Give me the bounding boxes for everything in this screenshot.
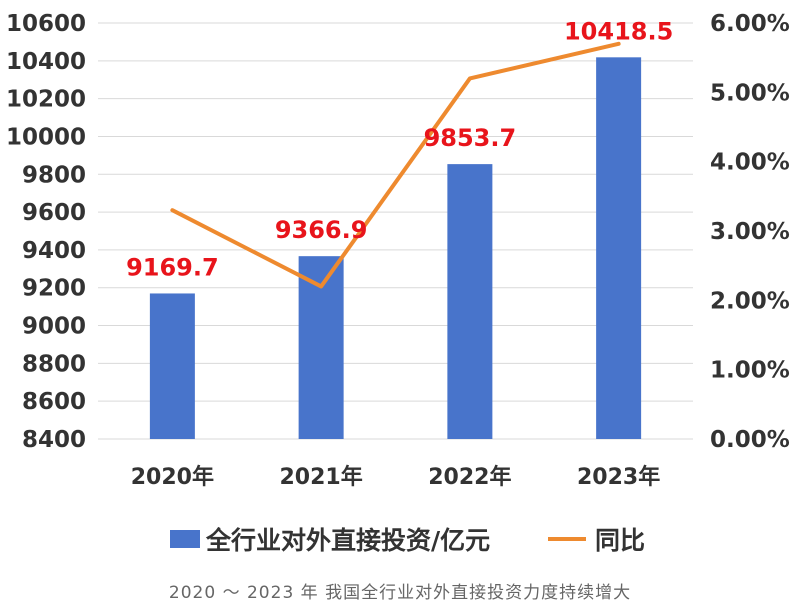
legend-line-label: 同比 (595, 526, 645, 555)
left-tick-label: 9600 (22, 200, 86, 226)
legend-bar-swatch (170, 530, 200, 548)
bar-value-label: 9169.7 (126, 253, 219, 281)
right-tick-label: 0.00% (710, 427, 790, 453)
legend-bar-label: 全行业对外直接投资/亿元 (205, 526, 490, 555)
right-tick-label: 6.00% (710, 11, 790, 37)
yoy-line (170, 41, 621, 289)
left-tick-label: 9000 (22, 314, 86, 340)
right-tick-label: 1.00% (710, 358, 790, 384)
data-labels: 9169.7 9366.9 9853.7 10418.5 (126, 17, 673, 281)
left-tick-label: 10200 (6, 87, 86, 113)
right-tick-label: 2.00% (710, 288, 790, 314)
x-tick-label: 2023年 (577, 464, 660, 490)
left-tick-label: 10600 (6, 11, 86, 37)
left-tick-label: 9800 (22, 162, 86, 188)
grid (98, 22, 693, 440)
bar (149, 293, 195, 439)
left-tick-label: 8600 (22, 389, 86, 415)
left-tick-label: 10000 (6, 124, 86, 150)
left-tick-label: 10400 (6, 49, 86, 75)
bar (596, 57, 642, 439)
left-tick-label: 9200 (22, 276, 86, 302)
left-axis-ticks: 8400 8600 8800 9000 9200 9400 9600 9800 10000 102… (6, 11, 86, 453)
right-tick-label: 5.00% (710, 80, 790, 106)
line-series (170, 41, 621, 289)
figure-caption: 2020 ～ 2023 年 我国全行业对外直接投资力度持续增大 (168, 583, 632, 603)
right-tick-label: 3.00% (710, 219, 790, 245)
bar-value-label: 9366.9 (275, 216, 368, 244)
left-tick-label: 8800 (22, 351, 86, 377)
bar (447, 164, 493, 440)
bar-series (149, 57, 642, 440)
right-tick-label: 4.00% (710, 150, 790, 176)
legend: 全行业对外直接投资/亿元 同比 (170, 526, 645, 555)
left-tick-label: 9400 (22, 238, 86, 264)
bar-value-label: 9853.7 (424, 124, 517, 152)
left-tick-label: 8400 (22, 427, 86, 453)
combo-chart: 8400 8600 8800 9000 9200 9400 9600 9800 10000 102… (6, 11, 790, 555)
x-axis-ticks: 2020年 2021年 2022年 2023年 (131, 464, 660, 490)
bar-value-label: 10418.5 (564, 17, 673, 45)
x-tick-label: 2022年 (428, 464, 511, 490)
x-tick-label: 2020年 (131, 464, 214, 490)
right-axis-ticks: 0.00% 1.00% 2.00% 3.00% 4.00% 5.00% 6.00% (710, 11, 790, 453)
x-tick-label: 2021年 (280, 464, 363, 490)
